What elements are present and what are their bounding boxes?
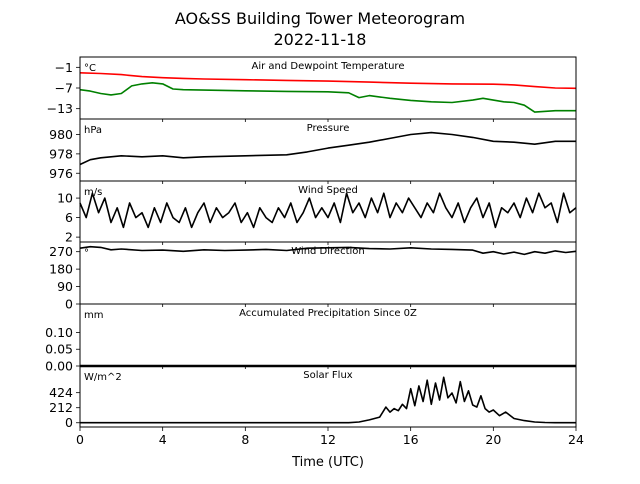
figure-title: AO&SS Building Tower Meteorogram [175,9,465,28]
wind-direction-series-line-0 [79,245,577,256]
precip-panel-title: Accumulated Precipitation Since 0Z [239,308,417,319]
wind-direction-ytick-label-1: 180 [49,262,73,277]
solar-flux-ytick-label-0: 424 [49,385,73,400]
wind-speed-ytick-label-2: 2 [65,230,73,245]
solar-flux-panel-title: Solar Flux [303,370,353,381]
precip-unit-label: mm [84,310,103,321]
pressure-panel-title: Pressure [307,123,350,134]
solar-flux-unit-label: W/m^2 [84,372,122,383]
x-tick-label-2: 8 [241,432,249,447]
wind-direction-unit-label: ° [84,248,89,259]
temp-series-line-0 [79,72,577,90]
temp-series-line-1 [79,82,576,113]
solar-flux-ytick-label-1: 212 [49,400,73,415]
temp-ytick-label-2: −13 [47,101,73,116]
x-tick-label-6: 24 [568,432,584,447]
x-tick-label-3: 12 [320,432,336,447]
pressure-series-line-0 [79,131,576,166]
solar-flux-series-line-0 [80,376,576,424]
x-tick-label-0: 0 [76,432,84,447]
pressure-ytick-label-2: 976 [49,166,73,181]
x-tick-label-5: 20 [485,432,501,447]
solar-flux-ytick-label-2: 0 [65,415,73,430]
wind-speed-ytick-label-1: 6 [65,210,73,225]
wind-direction-ytick-label-3: 0 [65,297,73,312]
x-tick-label-1: 4 [159,432,167,447]
temp-ytick-label-0: −1 [55,60,73,75]
panels: −1 −7 −13 °C Air and Dewpoint Temperature 980… [45,56,584,447]
precip-ytick-label-1: 0.05 [45,342,73,357]
wind-speed-unit-label: m/s [84,187,102,198]
wind-direction-ytick-label-0: 270 [49,244,73,259]
pressure-ytick-label-1: 978 [49,146,73,161]
pressure-unit-label: hPa [84,125,102,136]
wind-direction-ytick-label-2: 90 [57,279,73,294]
figure-subtitle: 2022-11-18 [274,30,367,49]
precip-ytick-label-2: 0.00 [45,359,73,374]
temp-ytick-label-1: −7 [55,81,73,96]
wind-speed-panel-title: Wind Speed [298,185,358,196]
wind-direction-panel-title: Wind Direction [291,246,365,257]
temp-panel-title: Air and Dewpoint Temperature [252,61,405,72]
x-axis-label: Time (UTC) [291,455,364,470]
temp-unit-label: °C [84,63,96,74]
wind-speed-ytick-label-0: 10 [57,191,73,206]
wind-speed-series-line-0 [79,192,577,229]
precip-ytick-label-0: 0.10 [45,325,73,340]
x-tick-label-4: 16 [403,432,419,447]
pressure-ytick-label-0: 980 [49,127,73,142]
